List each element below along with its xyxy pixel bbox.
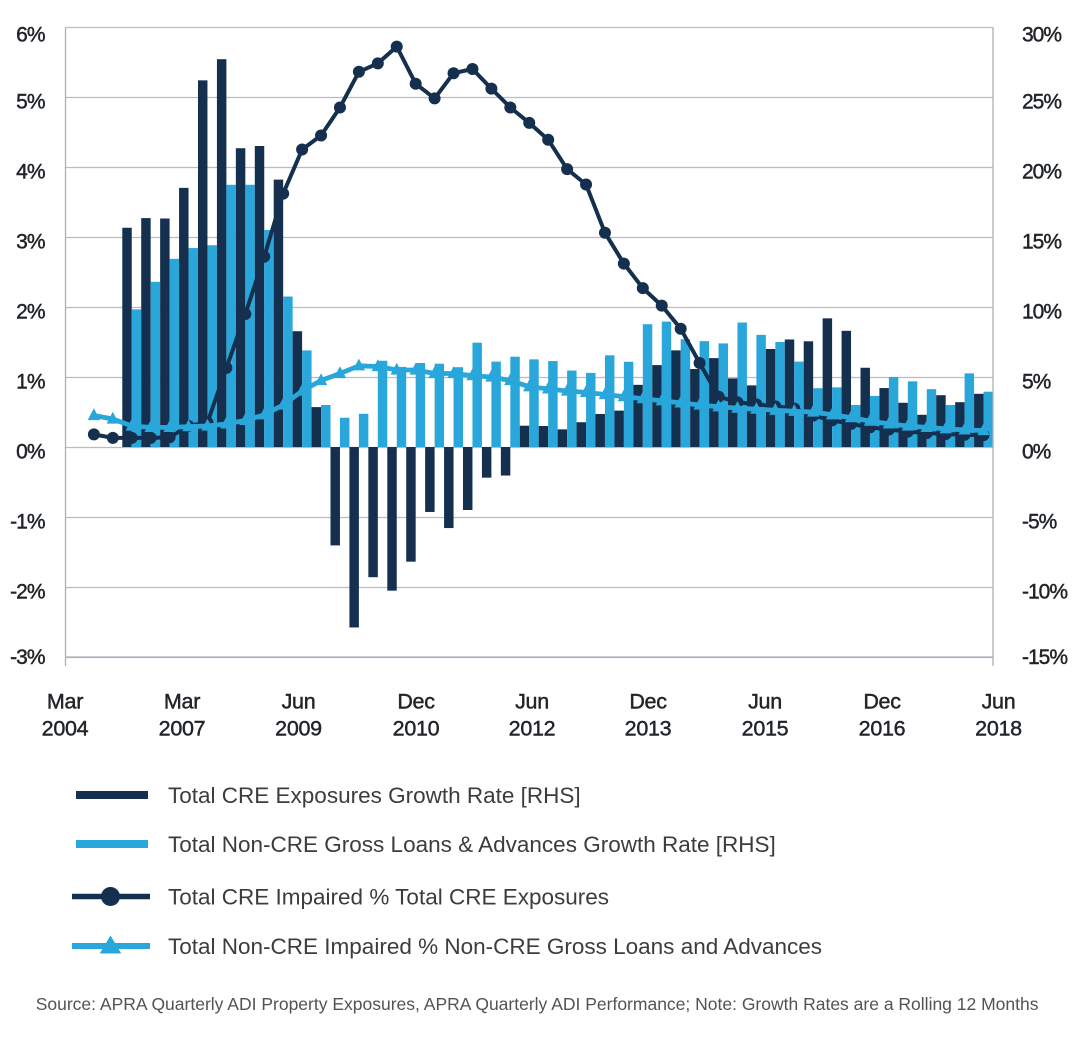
svg-text:30%: 30% (1022, 24, 1061, 47)
svg-text:20%: 20% (1022, 160, 1061, 183)
svg-text:Total Non-CRE Impaired % Non-C: Total Non-CRE Impaired % Non-CRE Gross L… (168, 934, 822, 959)
svg-text:Jun: Jun (982, 690, 1016, 714)
svg-text:Jun: Jun (282, 690, 316, 714)
svg-text:-5%: -5% (1022, 510, 1057, 533)
svg-text:2007: 2007 (159, 716, 206, 740)
svg-text:2013: 2013 (625, 716, 672, 740)
svg-text:Mar: Mar (164, 690, 200, 714)
svg-text:2018: 2018 (975, 716, 1022, 740)
svg-text:2004: 2004 (42, 716, 89, 740)
svg-text:Total Non-CRE Gross Loans & Ad: Total Non-CRE Gross Loans & Advances Gro… (168, 832, 776, 857)
svg-text:10%: 10% (1022, 300, 1061, 323)
svg-text:Source: APRA Quarterly ADI Pro: Source: APRA Quarterly ADI Property Expo… (36, 994, 1039, 1014)
svg-text:Total CRE Exposures Growth Rat: Total CRE Exposures Growth Rate [RHS] (168, 783, 581, 808)
svg-text:Mar: Mar (47, 690, 83, 714)
svg-text:0%: 0% (1022, 440, 1051, 463)
svg-text:2016: 2016 (859, 716, 906, 740)
svg-text:4%: 4% (16, 160, 45, 183)
svg-text:2015: 2015 (742, 716, 789, 740)
svg-text:0%: 0% (16, 440, 45, 463)
svg-text:Dec: Dec (863, 690, 901, 714)
svg-text:15%: 15% (1022, 230, 1061, 253)
svg-text:2012: 2012 (509, 716, 556, 740)
svg-text:5%: 5% (1022, 370, 1051, 393)
svg-text:25%: 25% (1022, 90, 1061, 113)
svg-text:-3%: -3% (10, 646, 45, 669)
svg-text:3%: 3% (16, 230, 45, 253)
svg-text:Jun: Jun (748, 690, 782, 714)
svg-text:6%: 6% (16, 24, 45, 47)
svg-text:Total CRE Impaired % Total CRE: Total CRE Impaired % Total CRE Exposures (168, 885, 609, 910)
svg-text:Dec: Dec (397, 690, 435, 714)
svg-text:Dec: Dec (629, 690, 667, 714)
svg-text:2%: 2% (16, 300, 45, 323)
svg-text:-10%: -10% (1022, 580, 1067, 603)
svg-text:-15%: -15% (1022, 646, 1067, 669)
svg-text:2009: 2009 (275, 716, 322, 740)
svg-text:-2%: -2% (10, 580, 45, 603)
svg-text:-1%: -1% (10, 510, 45, 533)
svg-text:Jun: Jun (515, 690, 549, 714)
svg-text:2010: 2010 (393, 716, 440, 740)
svg-text:5%: 5% (16, 90, 45, 113)
svg-text:1%: 1% (16, 370, 45, 393)
